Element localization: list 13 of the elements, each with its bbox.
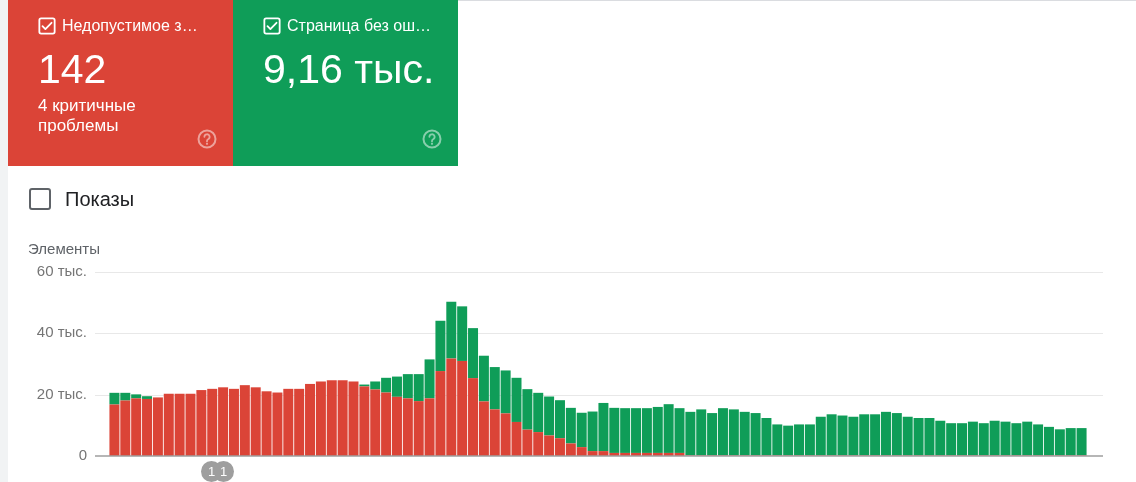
- legend-label: Страница без ош…: [287, 16, 432, 35]
- y-tick-label: 40 тыс.: [36, 323, 87, 341]
- y-tick-label: 60 тыс.: [36, 262, 87, 280]
- text: 9,16 тыс.: [263, 45, 435, 93]
- y-axis-title: Элементы: [28, 240, 100, 258]
- text: 1: [207, 464, 216, 479]
- text: 1: [219, 464, 228, 479]
- text: 4 критичные проблемы: [38, 96, 137, 136]
- text: Показы: [65, 187, 135, 211]
- y-tick-label: 20 тыс.: [36, 384, 87, 402]
- legend-label: Недопустимое з…: [62, 16, 198, 35]
- text: 142: [38, 45, 107, 93]
- y-tick-label: 0: [78, 446, 87, 464]
